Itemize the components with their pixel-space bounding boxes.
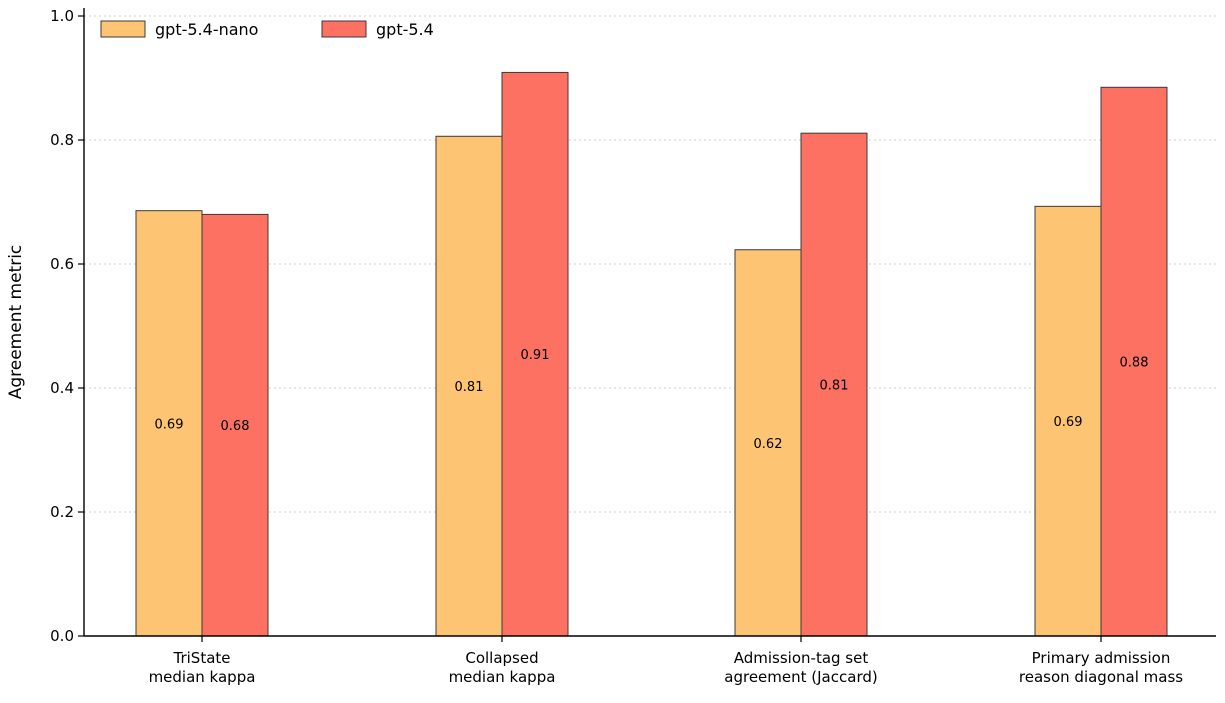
bar-value-label: 0.88 — [1120, 356, 1149, 371]
bar-gpt-5.4 — [800, 132, 868, 637]
value-labels: 0.69 0.68 0.81 0.91 0.62 0.81 0.69 0.88 — [155, 348, 1149, 452]
x-tick-label: Admission-tag set agreement (Jaccard) — [724, 649, 877, 686]
bar-gpt-5.4-nano — [734, 249, 802, 637]
bar-gpt-5.4-nano — [1034, 205, 1102, 637]
y-tick-label: 0.2 — [50, 503, 74, 521]
x-tick-label-line: median kappa — [449, 668, 556, 686]
bar-value-label: 0.69 — [1054, 415, 1083, 430]
x-tick-label-line: TriState — [173, 649, 231, 667]
x-tick-label-line: agreement (Jaccard) — [724, 668, 877, 686]
legend-label: gpt-5.4-nano — [155, 20, 258, 39]
legend-label: gpt-5.4 — [376, 20, 434, 39]
bar-value-label: 0.68 — [221, 419, 250, 434]
x-tick-label: TriState median kappa — [149, 649, 256, 686]
bar-gpt-5.4 — [1100, 86, 1168, 637]
y-tick-label: 0.4 — [50, 379, 74, 397]
x-tick-label: Primary admission reason diagonal mass — [1019, 649, 1183, 686]
bar-value-label: 0.91 — [521, 348, 550, 363]
x-tick-label-line: reason diagonal mass — [1019, 668, 1183, 686]
y-tick-label: 0.8 — [50, 131, 74, 149]
y-axis-title: Agreement metric — [6, 245, 26, 400]
x-tick-label: Collapsed median kappa — [449, 649, 556, 686]
bar-gpt-5.4 — [501, 71, 569, 637]
gridlines — [84, 15, 1216, 513]
x-tick-label-line: Primary admission — [1032, 649, 1171, 667]
y-tick-label: 0.0 — [50, 627, 74, 645]
legend-swatch — [321, 20, 367, 38]
x-tick-label-line: Collapsed — [465, 649, 538, 667]
bar-value-label: 0.81 — [820, 379, 849, 394]
y-tick-label: 1.0 — [50, 7, 74, 25]
x-tick-label-line: Admission-tag set — [734, 649, 869, 667]
bar-value-label: 0.62 — [754, 437, 783, 452]
x-tick-label-line: median kappa — [149, 668, 256, 686]
bar-value-label: 0.69 — [155, 417, 184, 432]
bar-value-label: 0.81 — [455, 380, 484, 395]
y-tick-label: 0.6 — [50, 255, 74, 273]
legend-swatch — [100, 20, 146, 38]
bars — [135, 71, 1168, 637]
legend: gpt-5.4-nano gpt-5.4 — [100, 20, 434, 39]
